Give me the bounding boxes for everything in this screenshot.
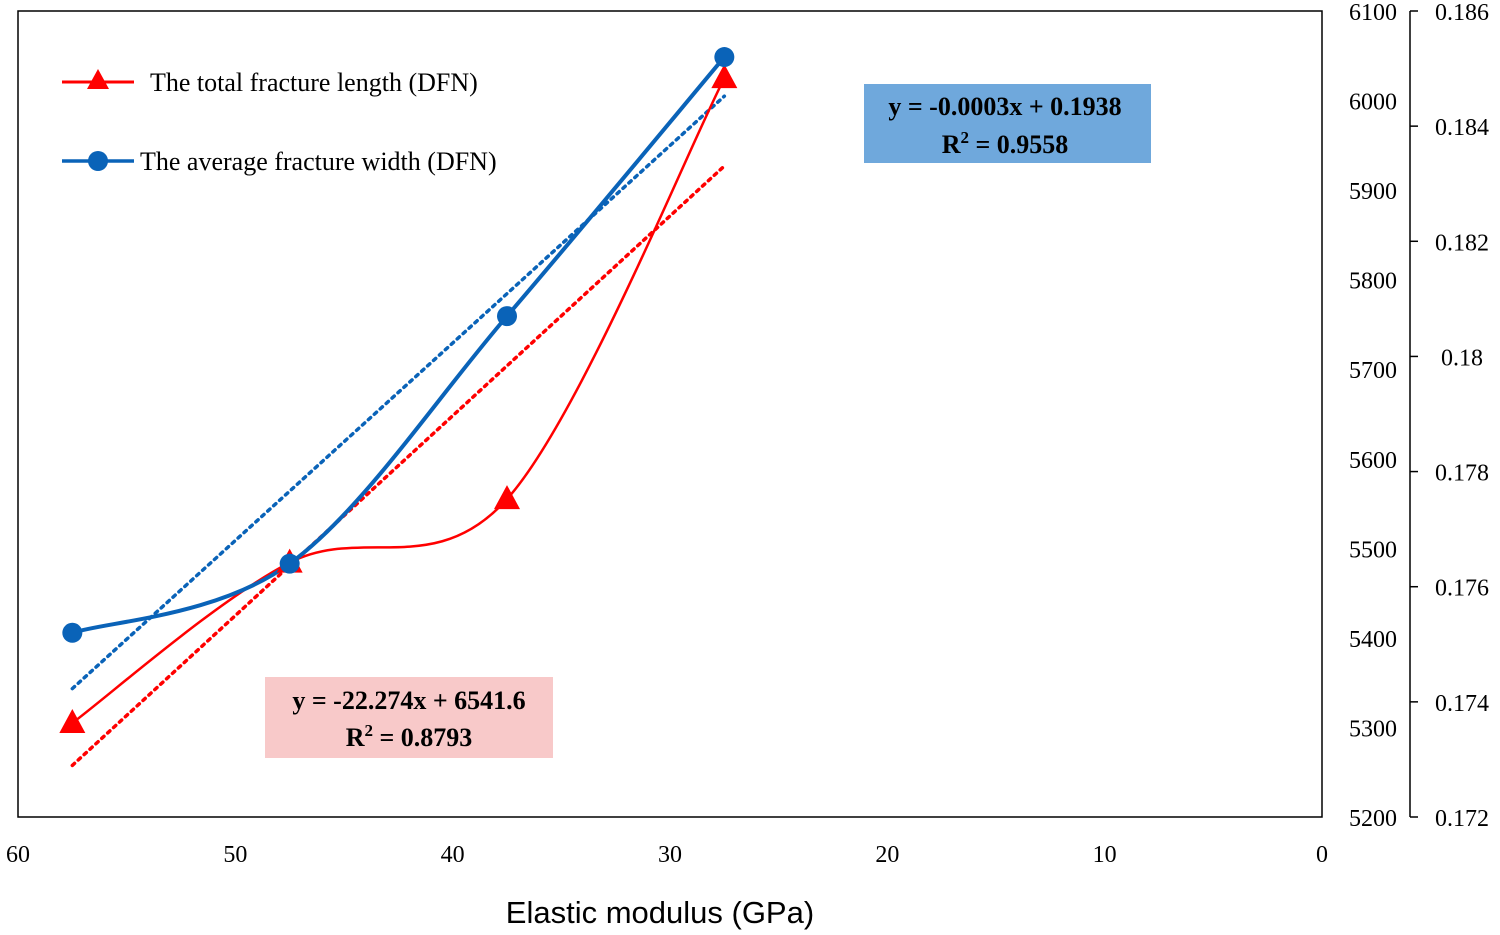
y-left-tick-label: 5800 <box>1349 269 1397 295</box>
trendlines <box>70 94 727 768</box>
series-lines <box>71 55 726 724</box>
data-point-circle <box>714 47 735 68</box>
x-tick-label: 50 <box>223 842 247 868</box>
legend-marker-triangle <box>87 69 109 89</box>
y-right-tick-label: 0.176 <box>1435 576 1489 602</box>
series-line-width <box>71 55 726 635</box>
y-left-tick-label: 5200 <box>1349 806 1397 832</box>
y-left-tick-label: 5700 <box>1349 358 1397 384</box>
series-markers <box>59 47 738 733</box>
y-left-tick-label: 5500 <box>1349 537 1397 563</box>
x-tick-label: 40 <box>441 842 465 868</box>
x-tick-label: 60 <box>6 842 30 868</box>
data-point-circle <box>497 306 517 327</box>
legend-label-width: The average fracture width (DFN) <box>140 147 497 176</box>
x-axis-title: Elastic modulus (GPa) <box>506 895 814 930</box>
y-right-tick-label: 0.186 <box>1435 0 1489 26</box>
trendline-width <box>70 94 727 691</box>
y-right-tick-label: 0.172 <box>1435 806 1489 832</box>
y-right-tick-label: 0.178 <box>1435 461 1489 487</box>
y-left-tick-label: 5900 <box>1349 179 1397 205</box>
y-left-tick-label: 5400 <box>1349 627 1397 653</box>
y-left-tick-label: 6000 <box>1349 90 1397 116</box>
data-point-circle <box>62 622 83 643</box>
y-right-axis-ticks: 0.186 0.184 0.182 0.18 0.178 0.176 0.174 0.172 <box>1410 0 1489 832</box>
equation-box-width <box>864 84 1151 163</box>
data-point-triangle <box>494 485 520 510</box>
r2-text-length: R2 = 0.8793 <box>346 721 473 752</box>
y-left-tick-label: 5300 <box>1349 716 1397 742</box>
data-point-triangle <box>711 64 738 89</box>
equation-text-width: y = -0.0003x + 0.1938 <box>888 92 1121 121</box>
data-point-circle <box>279 553 300 574</box>
trendline-length <box>70 164 727 768</box>
x-axis-ticks: 60 50 40 30 20 10 0 <box>6 842 1328 868</box>
equation-text-length: y = -22.274x + 6541.6 <box>292 686 525 715</box>
y-left-tick-label: 5600 <box>1349 448 1397 474</box>
x-tick-label: 0 <box>1316 842 1328 868</box>
y-right-tick-label: 0.182 <box>1435 230 1489 256</box>
x-tick-label: 30 <box>658 842 682 868</box>
data-point-triangle <box>59 708 86 733</box>
y-right-tick-label: 0.174 <box>1435 691 1489 717</box>
y-left-axis-ticks: 6100 6000 5900 5800 5700 5600 5500 5400 5300 5200 <box>1349 0 1397 832</box>
equation-box-length <box>265 677 553 758</box>
plot-area-frame <box>17 10 1323 818</box>
x-tick-label: 20 <box>875 842 899 868</box>
r2-text-width: R2 = 0.9558 <box>942 128 1069 159</box>
y-right-tick-label: 0.184 <box>1435 115 1489 141</box>
series-line-length <box>71 77 726 724</box>
trendline-equation-length: y = -22.274x + 6541.6 R2 = 0.8793 <box>265 677 553 758</box>
legend: The total fracture length (DFN) The aver… <box>62 68 497 176</box>
legend-label-length: The total fracture length (DFN) <box>150 68 478 97</box>
legend-marker-circle <box>88 151 108 171</box>
trendline-equation-width: y = -0.0003x + 0.1938 R2 = 0.9558 <box>864 84 1151 163</box>
x-tick-label: 10 <box>1093 842 1117 868</box>
y-left-tick-label: 6100 <box>1349 0 1397 26</box>
y-right-tick-label: 0.18 <box>1441 345 1483 371</box>
